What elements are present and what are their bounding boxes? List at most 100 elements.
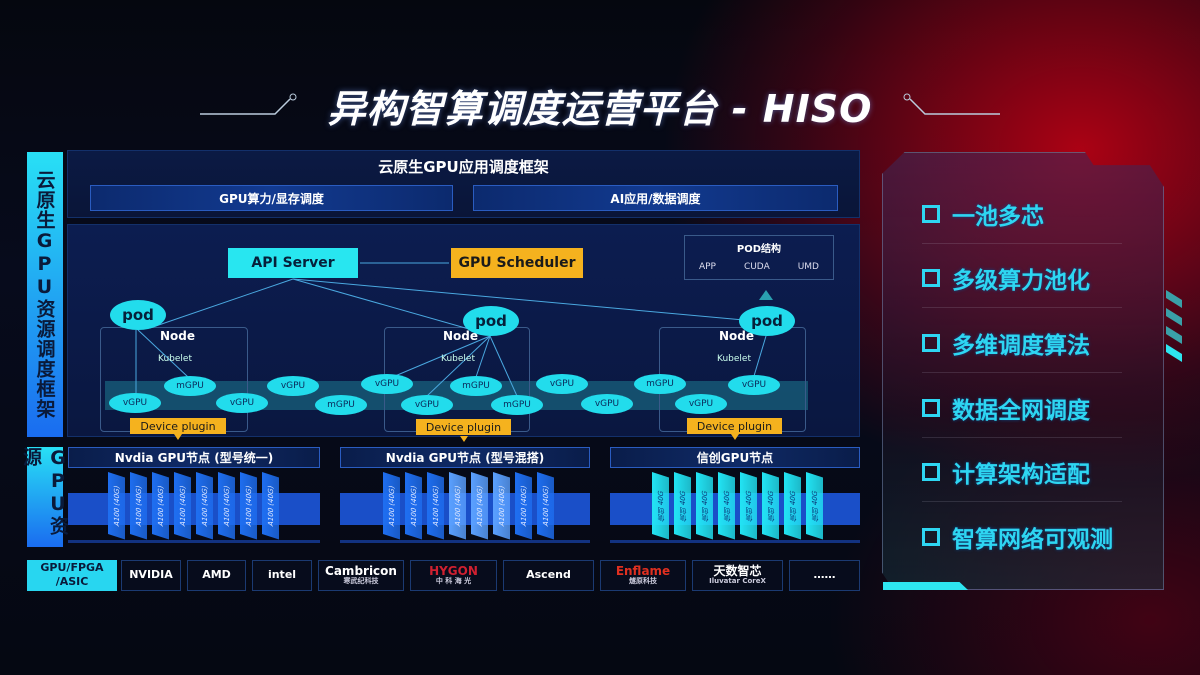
pod-3: pod <box>739 306 795 336</box>
vendor-name: NVIDIA <box>129 568 173 582</box>
gpu-chip: 信创 40G <box>674 472 691 540</box>
gpu-chip: 信创 40G <box>696 472 713 540</box>
feature-item: 计算架构适配 <box>922 455 1090 489</box>
vendor-subname: 中 科 海 光 <box>435 577 472 586</box>
vendor-logo-nvidia: NVIDIA <box>121 560 181 591</box>
gpu-unit-vgpu: vGPU <box>728 375 780 395</box>
vendor-logo-ascend: Ascend <box>503 560 594 591</box>
vendor-name: …… <box>813 568 836 582</box>
framework-side-label: 云原生GPU资源调度框架 <box>27 152 63 437</box>
gpu-unit-vgpu: vGPU <box>109 393 161 413</box>
gpu-chip-label: 信创 40G <box>810 489 819 523</box>
gpu-chip-label: A100 (40G) <box>519 484 528 528</box>
gpu-chip: 信创 40G <box>718 472 735 540</box>
gpu-chip-label: 信创 40G <box>656 489 665 523</box>
gpu-chip-label: A100 (40G) <box>409 484 418 528</box>
gpu-unit-vgpu: vGPU <box>216 393 268 413</box>
gpu-chip-label: A100 (40G) <box>112 484 121 528</box>
checkbox-square-icon <box>922 269 940 287</box>
kubelet-label-2: Kubelet <box>441 354 475 364</box>
api-server-box: API Server <box>228 248 358 278</box>
gpu-chip-label: A100 (40G) <box>266 484 275 528</box>
gpu-chip: 信创 40G <box>806 472 823 540</box>
gpu-chip: A100 (40G) <box>515 472 532 540</box>
vendor-name: intel <box>267 568 297 582</box>
vendor-subname: 寒武纪科技 <box>343 577 379 586</box>
feature-item: 智算网络可观测 <box>922 520 1113 554</box>
gpu-scheduler-box: GPU Scheduler <box>451 248 583 278</box>
feature-label: 多级算力池化 <box>952 268 1090 294</box>
gpu-unit-mgpu: mGPU <box>491 395 543 415</box>
node-label-1: Node <box>160 329 196 343</box>
gpu-chip-label: A100 (40G) <box>497 484 506 528</box>
feature-item: 数据全网调度 <box>922 391 1090 425</box>
gpu-chip-label: A100 (40G) <box>431 484 440 528</box>
gpu-node-base-1 <box>68 540 320 543</box>
device-plugin-3: Device plugin <box>687 418 782 434</box>
gpu-chip-label: 信创 40G <box>700 489 709 523</box>
gpu-chip: A100 (40G) <box>383 472 400 540</box>
vendor-name: Cambricon <box>325 564 397 579</box>
checkbox-square-icon <box>922 399 940 417</box>
checkbox-square-icon <box>922 528 940 546</box>
gpu-chip: A100 (40G) <box>537 472 554 540</box>
gpu-chip: A100 (40G) <box>196 472 213 540</box>
gpu-chip: A100 (40G) <box>449 472 466 540</box>
node-label-3: Node <box>719 329 755 343</box>
vendor-name: Enflame <box>615 564 671 579</box>
pod-item-umd: UMD <box>797 262 819 272</box>
vendor-subname: 燧原科技 <box>629 577 657 586</box>
gpu-chip-label: 信创 40G <box>722 489 731 523</box>
pod-item-app: APP <box>698 262 716 272</box>
pod-1: pod <box>110 300 166 330</box>
gpu-chip: 信创 40G <box>740 472 757 540</box>
gpu-chip-label: A100 (40G) <box>178 484 187 528</box>
hardware-side-label: GPU/FPGA /ASIC <box>27 560 117 591</box>
gpu-unit-vgpu: vGPU <box>267 376 319 396</box>
gpu-chip-label: 信创 40G <box>788 489 797 523</box>
gpu-node-board-1 <box>68 493 320 525</box>
panel-stripes <box>1166 290 1182 362</box>
vendor-logo-amd: AMD <box>187 560 246 591</box>
vendor-logo-intel: intel <box>252 560 312 591</box>
gpu-chip-label: 信创 40G <box>678 489 687 523</box>
vendor-name: 天数智芯 <box>713 564 762 579</box>
node-label-2: Node <box>443 329 479 343</box>
gpu-chip-label: A100 (40G) <box>222 484 231 528</box>
framework-title: 云原生GPU应用调度框架 <box>378 158 549 176</box>
gpu-unit-mgpu: mGPU <box>450 376 502 396</box>
feature-divider <box>922 372 1122 373</box>
gpu-chip: 信创 40G <box>762 472 779 540</box>
checkbox-square-icon <box>922 334 940 352</box>
vendor-subname: Iluvatar CoreX <box>709 577 766 586</box>
gpu-unit-vgpu: vGPU <box>581 394 633 414</box>
gpu-compute-bar: GPU算力/显存调度 <box>90 185 453 211</box>
gpu-unit-vgpu: vGPU <box>536 374 588 394</box>
gpu-chip-label: A100 (40G) <box>453 484 462 528</box>
gpu-unit-vgpu: vGPU <box>675 394 727 414</box>
gpu-chip: A100 (40G) <box>493 472 510 540</box>
gpu-node-base-3 <box>610 540 860 543</box>
gpu-chip-label: 信创 40G <box>766 489 775 523</box>
gpu-chip-label: A100 (40G) <box>244 484 253 528</box>
feature-divider <box>922 437 1122 438</box>
gpu-chip-label: A100 (40G) <box>541 484 550 528</box>
checkbox-square-icon <box>922 205 940 223</box>
gpu-chip: A100 (40G) <box>152 472 169 540</box>
gpu-chip: A100 (40G) <box>130 472 147 540</box>
gpu-node-base-2 <box>340 540 590 543</box>
checkbox-square-icon <box>922 463 940 481</box>
device-plugin-2: Device plugin <box>416 419 511 435</box>
pod-structure-box: POD结构 APP CUDA UMD <box>684 235 834 280</box>
feature-label: 一池多芯 <box>952 204 1044 230</box>
ai-data-bar: AI应用/数据调度 <box>473 185 838 211</box>
gpu-unit-mgpu: mGPU <box>634 374 686 394</box>
pod-structure-title: POD结构 <box>736 244 782 255</box>
gpu-chip-label: A100 (40G) <box>134 484 143 528</box>
vendor-name: Ascend <box>526 568 571 582</box>
gpu-chip: A100 (40G) <box>262 472 279 540</box>
kubelet-label-1: Kubelet <box>158 354 192 364</box>
device-plugin-1: Device plugin <box>130 418 226 434</box>
gpu-node-header-1: Nvdia GPU节点 (型号统一) <box>68 447 320 468</box>
